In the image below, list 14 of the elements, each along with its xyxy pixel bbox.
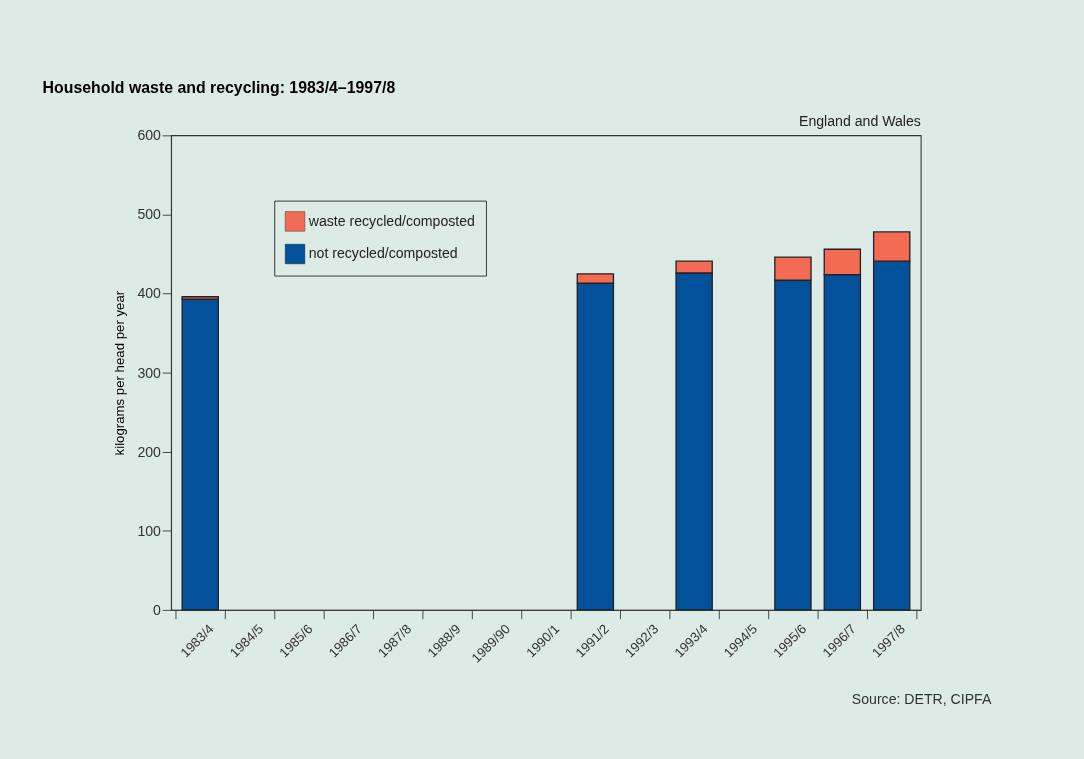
y-tick-label: 600 <box>137 127 162 144</box>
y-tick-label: 200 <box>137 443 162 460</box>
y-tick-label: 400 <box>137 285 162 302</box>
y-tick-label: 300 <box>137 364 162 381</box>
chart-title: Household waste and recycling: 1983/4–1997/8 <box>42 79 396 97</box>
source-note: Source: DETR, CIPFA <box>851 691 992 708</box>
y-axis-title: kilograms per head per year <box>112 290 128 456</box>
y-tick-label: 0 <box>153 601 162 618</box>
legend-label: waste recycled/composted <box>307 212 475 229</box>
chart-subtitle: England and Wales <box>798 112 921 129</box>
bar <box>181 298 219 611</box>
y-tick-label: 100 <box>137 522 162 539</box>
legend-label: not recycled/composted <box>308 245 458 262</box>
y-tick-label: 500 <box>137 206 162 223</box>
